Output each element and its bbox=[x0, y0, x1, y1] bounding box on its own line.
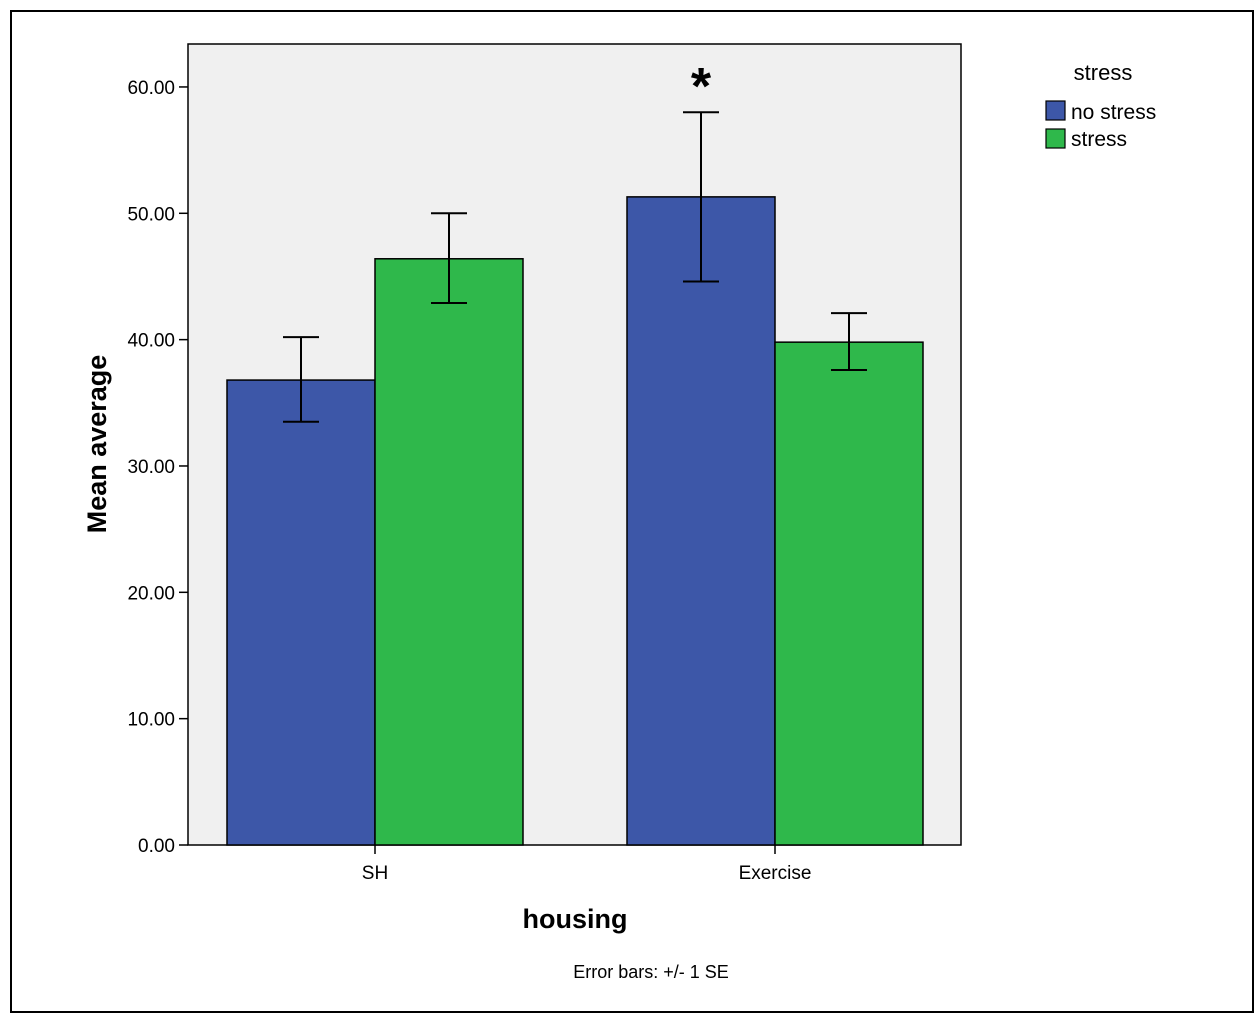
legend: stress no stress stress bbox=[1045, 60, 1156, 151]
x-axis-label: housing bbox=[523, 904, 628, 934]
error-bar-sh-stress bbox=[431, 212, 467, 304]
y-axis-ticks: 0.00 10.00 20.00 30.00 40.00 50.00 60.00 bbox=[127, 78, 188, 857]
y-tick-label: 30.00 bbox=[127, 457, 175, 478]
y-tick-label: 20.00 bbox=[127, 583, 175, 604]
bar-sh-stress bbox=[374, 258, 524, 846]
error-bar-exercise-no-stress bbox=[683, 111, 719, 283]
error-bar-exercise-stress bbox=[831, 312, 867, 371]
bars-layer bbox=[226, 196, 924, 846]
bar-exercise-stress bbox=[774, 341, 924, 846]
y-tick-label: 40.00 bbox=[127, 331, 175, 352]
y-tick-label: 50.00 bbox=[127, 204, 175, 225]
x-axis-ticks: SH Exercise bbox=[362, 845, 812, 884]
bar-sh-no-stress bbox=[226, 379, 376, 846]
bar-exercise-no-stress bbox=[626, 196, 776, 846]
legend-swatch-no-stress bbox=[1045, 100, 1066, 121]
x-tick-label: Exercise bbox=[739, 863, 812, 884]
error-bars-layer bbox=[283, 111, 867, 423]
significance-annotation: * bbox=[691, 58, 712, 116]
footnote: Error bars: +/- 1 SE bbox=[573, 962, 729, 982]
y-axis-label: Mean average bbox=[82, 355, 112, 534]
y-tick-label: 10.00 bbox=[127, 710, 175, 731]
y-tick-label: 60.00 bbox=[127, 78, 175, 99]
legend-swatch-stress bbox=[1045, 128, 1066, 149]
legend-label-no-stress: no stress bbox=[1071, 101, 1156, 124]
legend-label-stress: stress bbox=[1071, 128, 1127, 151]
error-bar-sh-no-stress bbox=[283, 336, 319, 423]
legend-title: stress bbox=[1074, 60, 1133, 85]
x-tick-label: SH bbox=[362, 863, 388, 884]
chart-frame bbox=[10, 10, 1254, 1013]
y-tick-label: 0.00 bbox=[138, 836, 175, 857]
